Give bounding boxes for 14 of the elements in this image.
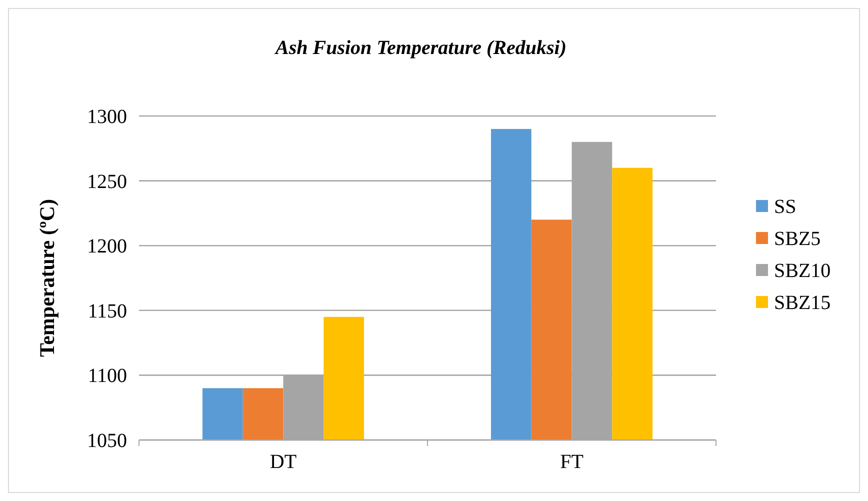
y-tick-label: 1250 xyxy=(87,170,127,193)
y-tick-label: 1150 xyxy=(88,300,127,322)
x-tick-label: FT xyxy=(560,451,584,473)
y-tick-label: 1200 xyxy=(87,236,127,258)
legend-label: SS xyxy=(774,196,796,218)
legend-label: SBZ15 xyxy=(774,292,831,314)
y-axis-title: Temperature (ºC) xyxy=(35,199,59,357)
legend-label: SBZ5 xyxy=(774,228,821,250)
legend-label: SBZ10 xyxy=(774,260,831,282)
chart-title: Ash Fusion Temperature (Reduksi) xyxy=(274,37,566,59)
y-tick-label: 1300 xyxy=(87,106,127,128)
x-tick-label: DT xyxy=(270,451,297,473)
y-tick-label: 1100 xyxy=(88,365,127,388)
y-tick-label: 1050 xyxy=(87,430,127,452)
